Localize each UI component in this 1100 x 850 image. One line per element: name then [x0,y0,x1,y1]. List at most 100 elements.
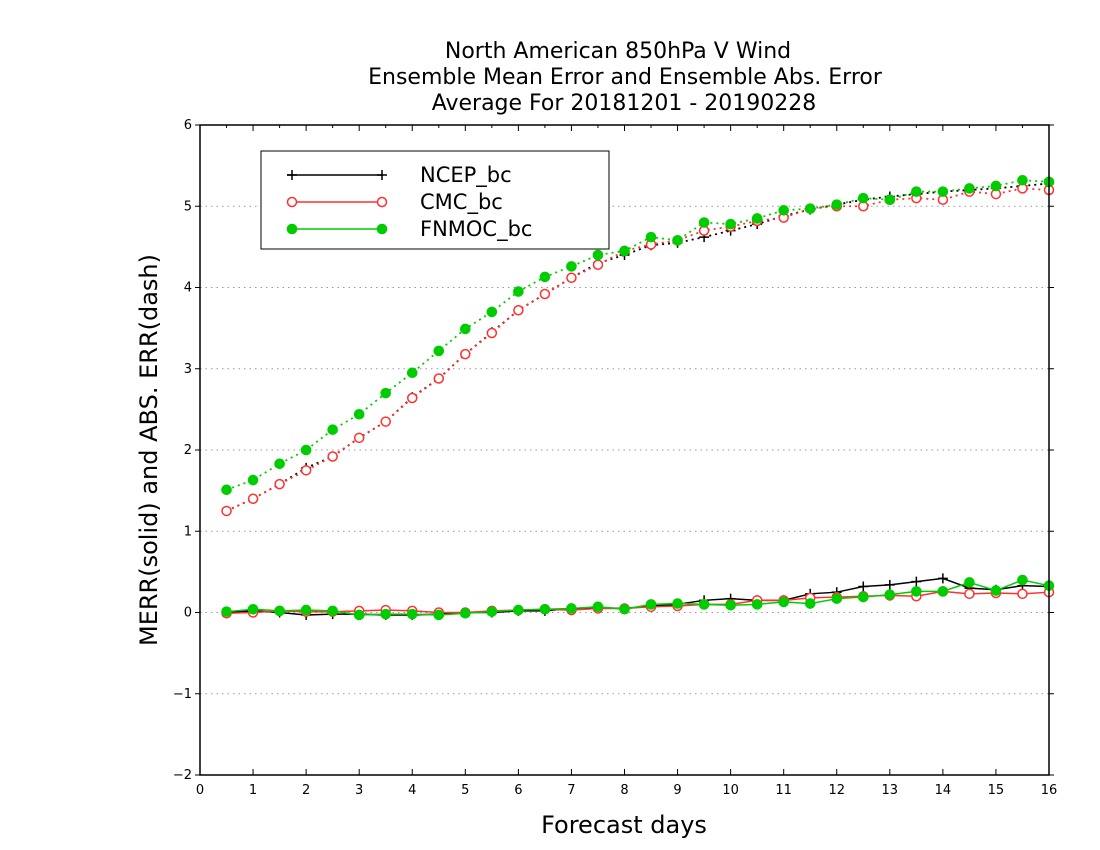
fnmoc-bc-abs-err-point [327,424,338,435]
fnmoc-bc-abs-err-point [274,458,285,470]
plot-frame [199,124,1050,776]
fnmoc-bc-abs-err-point [513,286,524,297]
fnmoc-bc-merr-point [300,604,312,616]
legend-marker [287,170,297,180]
fnmoc-bc-abs-err-point [619,245,630,257]
legend-label: NCEP_bc [420,163,512,188]
fnmoc-bc-abs-err-point [566,261,577,272]
fnmoc-bc-abs-err-point [937,186,949,197]
fnmoc-bc-merr-point [884,589,896,600]
x-tick-label: 15 [988,783,1005,798]
x-tick-label: 4 [408,783,416,798]
series-layer [221,174,1055,621]
legend-item-fnmoc-bc: FNMOC_bc [286,217,532,242]
cmc-bc-abs-err-point [300,465,312,476]
y-tick-label: −1 [173,687,192,702]
x-tick-label: 16 [1041,783,1058,798]
cmc-bc-abs-err-point [274,478,285,490]
fnmoc-bc-merr-point [433,609,445,621]
fnmoc-bc-merr-point [221,606,232,617]
y-tick-label: 0 [184,606,192,621]
fnmoc-bc-abs-err-point [353,408,365,420]
cmc-bc-abs-err-point [539,288,551,300]
x-tick-label: 3 [355,783,363,798]
fnmoc-bc-merr-point [619,603,630,615]
series-fnmoc-bc [221,174,1055,621]
ncep-bc-merr-line [226,577,1050,616]
fnmoc-bc-abs-err-point [804,203,816,214]
fnmoc-bc-merr-point [327,605,338,617]
fnmoc-bc-abs-err-point [778,205,789,216]
fnmoc-bc-merr-line [226,579,1050,616]
fnmoc-bc-abs-err-point [300,444,312,456]
fnmoc-bc-merr-point [778,596,789,608]
x-axis-label: Forecast days [541,811,707,839]
fnmoc-bc-abs-err-point [247,474,259,486]
cmc-bc-merr-line [226,590,1050,615]
fnmoc-bc-merr-point [380,608,392,620]
fnmoc-bc-merr-point [353,609,365,621]
cmc-bc-abs-err-point [353,432,365,444]
x-tick-label: 1 [249,783,257,798]
y-tick-label: 3 [184,362,192,377]
x-tick-label: 8 [620,783,628,798]
fnmoc-bc-abs-err-point [672,235,683,246]
y-tick-label: 5 [184,199,192,214]
fnmoc-bc-abs-err-point [433,345,445,357]
fnmoc-bc-abs-err-point [1017,174,1028,186]
x-tick-label: 2 [302,783,310,798]
cmc-bc-abs-err-point [327,451,338,462]
legend-marker [376,223,388,235]
fnmoc-bc-merr-point [698,599,710,610]
fnmoc-bc-merr-point [857,591,869,603]
x-tick-label: 9 [673,783,681,798]
fnmoc-bc-merr-point [937,586,949,597]
fnmoc-bc-merr-point [566,603,577,614]
fnmoc-bc-abs-err-point [460,323,471,335]
fnmoc-bc-merr-point [406,608,418,620]
x-tick-label: 5 [461,783,469,798]
ncep-bc-merr-point [911,576,922,587]
chart-title-line-3: Average For 20181201 - 20190228 [432,91,817,116]
legend-box [260,150,610,250]
fnmoc-bc-abs-err-point [725,218,736,230]
fnmoc-bc-merr-point [725,599,736,611]
fnmoc-bc-merr-point [804,598,816,609]
chart-title-line-2: Ensemble Mean Error and Ensemble Abs. Er… [368,65,883,90]
fnmoc-bc-abs-err-point [221,484,232,496]
cmc-bc-abs-err-point [221,505,232,517]
y-tick-label: 2 [184,443,192,458]
fnmoc-bc-merr-point [831,593,843,604]
fnmoc-bc-abs-err-point [486,306,498,318]
fnmoc-bc-abs-err-point [592,249,604,261]
legend-marker [376,196,388,208]
x-tick-label: 13 [882,783,899,798]
legend-marker [286,196,298,208]
fnmoc-bc-abs-err-point [698,217,710,228]
x-tick-label: 0 [196,783,204,798]
fnmoc-bc-merr-point [751,599,763,610]
ncep-bc-merr-point [858,581,869,592]
legend-marker [286,223,298,235]
cmc-bc-abs-err-point [247,493,259,504]
fnmoc-bc-abs-err-point [406,367,418,379]
fnmoc-bc-abs-err-point [380,387,392,399]
grid-lines [200,205,1049,695]
fnmoc-bc-abs-err-point [964,183,975,194]
legend-marker [377,170,387,180]
fnmoc-bc-merr-point [486,606,498,617]
legend-label: FNMOC_bc [420,217,532,242]
fnmoc-bc-merr-point [964,577,975,588]
cmc-bc-abs-err-point [460,348,471,360]
x-tick-label: 7 [567,783,575,798]
y-tick-label: 4 [184,281,192,296]
ncep-bc-merr-point [884,579,895,590]
x-tick-label: 11 [775,783,792,798]
fnmoc-bc-merr-point [672,598,683,609]
fnmoc-bc-abs-err-point [884,194,896,206]
fnmoc-bc-merr-point [1017,574,1028,586]
fnmoc-bc-abs-err-point [751,213,763,224]
cmc-bc-abs-err-point [486,327,498,339]
cmc-bc-merr-point [964,588,975,600]
